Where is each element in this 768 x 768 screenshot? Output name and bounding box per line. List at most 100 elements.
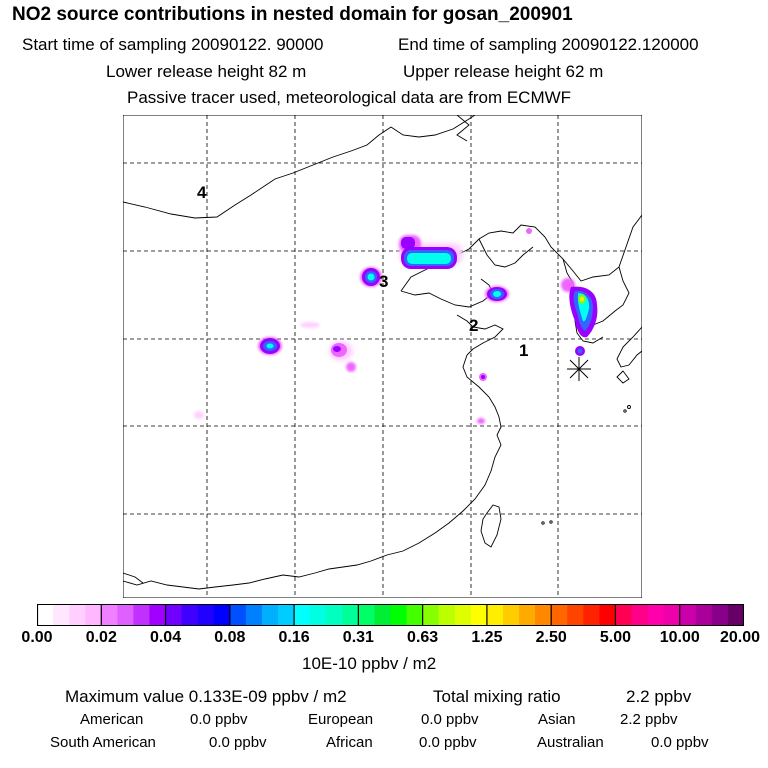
colorbar-swatch xyxy=(326,604,343,626)
colorbar-tick-label: 0.16 xyxy=(278,629,310,646)
colorbar-tick-label: 5.00 xyxy=(599,629,632,646)
colorbar-swatch xyxy=(535,604,552,626)
colorbar-swatch xyxy=(615,604,633,626)
plume-far-west xyxy=(258,337,282,355)
plume-south xyxy=(477,418,485,424)
colorbar-swatch xyxy=(631,604,649,626)
colorbar-tick-label: 0.00 xyxy=(21,629,53,646)
colorbar-swatch xyxy=(599,604,616,626)
colorbar-swatch xyxy=(470,604,488,626)
colorbar-swatch xyxy=(454,604,472,626)
american-value: 0.0 ppbv xyxy=(190,711,248,728)
colorbar-swatch xyxy=(486,604,504,626)
south-american-value: 0.0 ppbv xyxy=(209,734,267,751)
region-label-1: 1 xyxy=(519,341,528,360)
colorbar-swatch xyxy=(583,604,600,626)
colorbar-swatch xyxy=(101,604,118,626)
south-american-label: South American xyxy=(50,734,156,751)
lat-lon-grid xyxy=(123,115,642,598)
upper-release-label: Upper release height 62 m xyxy=(403,62,604,81)
european-label: European xyxy=(308,711,374,728)
colorbar-tick-label: 0.04 xyxy=(149,629,182,646)
colorbar-swatch xyxy=(229,604,247,626)
colorbar-swatch xyxy=(358,604,375,626)
african-value: 0.0 ppbv xyxy=(419,734,477,751)
colorbar-swatch xyxy=(85,604,102,626)
total-mixing-value: 2.2 ppbv xyxy=(626,687,692,706)
region-label-4: 4 xyxy=(197,183,207,202)
colorbar-swatch xyxy=(663,604,681,626)
colorbar-swatch xyxy=(181,604,199,626)
colorbar-swatch xyxy=(69,604,86,626)
plume-wisp xyxy=(194,411,204,419)
colorbar-swatch xyxy=(197,604,215,626)
plume-beijing xyxy=(399,235,463,269)
australian-value: 0.0 ppbv xyxy=(651,734,709,751)
plume-central xyxy=(329,341,356,372)
colorbar-tick-label: 1.25 xyxy=(471,629,503,646)
colorbar-swatch xyxy=(53,604,70,626)
plume-wisp xyxy=(300,322,320,328)
colorbar-border xyxy=(37,604,744,626)
asterisk-icon xyxy=(567,357,591,381)
colorbar-swatch xyxy=(406,604,424,626)
map-panel: 1 2 3 4 xyxy=(123,115,642,598)
plot-title: NO2 source contributions in nested domai… xyxy=(12,4,573,25)
colorbar-swatch xyxy=(390,604,408,626)
colorbar-swatch xyxy=(438,604,456,626)
asian-value: 2.2 ppbv xyxy=(620,711,678,728)
european-value: 0.0 ppbv xyxy=(421,711,479,728)
colorbar-swatch xyxy=(165,604,183,626)
end-time-label: End time of sampling 20090122.120000 xyxy=(398,35,699,54)
colorbar-swatch xyxy=(502,604,520,626)
lower-release-label: Lower release height 82 m xyxy=(106,62,307,81)
colorbar-swatch xyxy=(310,604,327,626)
colorbar-swatch xyxy=(647,604,665,626)
start-time-label: Start time of sampling 20090122. 90000 xyxy=(22,35,324,54)
tracer-note: Passive tracer used, meteorological data… xyxy=(127,88,572,107)
colorbar-swatch xyxy=(374,604,391,626)
colorbar-swatch xyxy=(551,604,568,626)
colorbar-tick-label: 0.08 xyxy=(214,629,246,646)
colorbar-swatch xyxy=(567,604,584,626)
colorbar-swatch xyxy=(261,604,279,626)
colorbar-swatch xyxy=(711,604,729,626)
total-mixing-label: Total mixing ratio xyxy=(433,687,561,706)
colorbar-tick-label: 0.63 xyxy=(407,629,439,646)
colorbar-units: 10E-10 ppbv / m2 xyxy=(302,654,437,673)
colorbar-swatch xyxy=(695,604,713,626)
colorbar-tick-label: 10.00 xyxy=(659,629,700,646)
colorbar-tick-label: 0.31 xyxy=(342,629,374,646)
max-value-label: Maximum value 0.133E-09 ppbv / m2 xyxy=(65,687,347,706)
colorbar-swatch xyxy=(422,604,440,626)
plume-wisp xyxy=(526,228,532,234)
colorbar-swatch xyxy=(213,604,231,626)
american-label: American xyxy=(80,711,144,728)
colorbar-swatch xyxy=(519,604,536,626)
african-label: African xyxy=(326,734,373,751)
colorbar-swatch xyxy=(117,604,134,626)
colorbar-swatch xyxy=(294,604,311,626)
colorbar-tick-label: 20.00 xyxy=(719,629,761,646)
colorbar-swatch xyxy=(727,604,744,626)
plume-korea xyxy=(561,278,598,356)
colorbar-swatch xyxy=(679,604,697,626)
colorbar-swatch xyxy=(133,604,150,626)
colorbar-tick-label: 2.50 xyxy=(535,629,567,646)
colorbar-swatch xyxy=(149,604,167,626)
colorbar-swatch xyxy=(37,604,54,626)
colorbar xyxy=(37,604,744,626)
map-frame xyxy=(123,115,642,598)
region-label-2: 2 xyxy=(469,316,478,335)
plume-layer xyxy=(194,228,598,424)
region-label-3: 3 xyxy=(379,272,388,291)
plume-bohai xyxy=(485,286,509,302)
colorbar-swatch xyxy=(342,604,359,626)
colorbar-swatch xyxy=(278,604,295,626)
colorbar-swatch xyxy=(245,604,263,626)
asian-label: Asian xyxy=(538,711,576,728)
colorbar-tick-label: 0.02 xyxy=(85,629,117,646)
australian-label: Australian xyxy=(537,734,604,751)
plume-shanghai-core xyxy=(481,375,485,379)
plume-west xyxy=(360,267,382,287)
